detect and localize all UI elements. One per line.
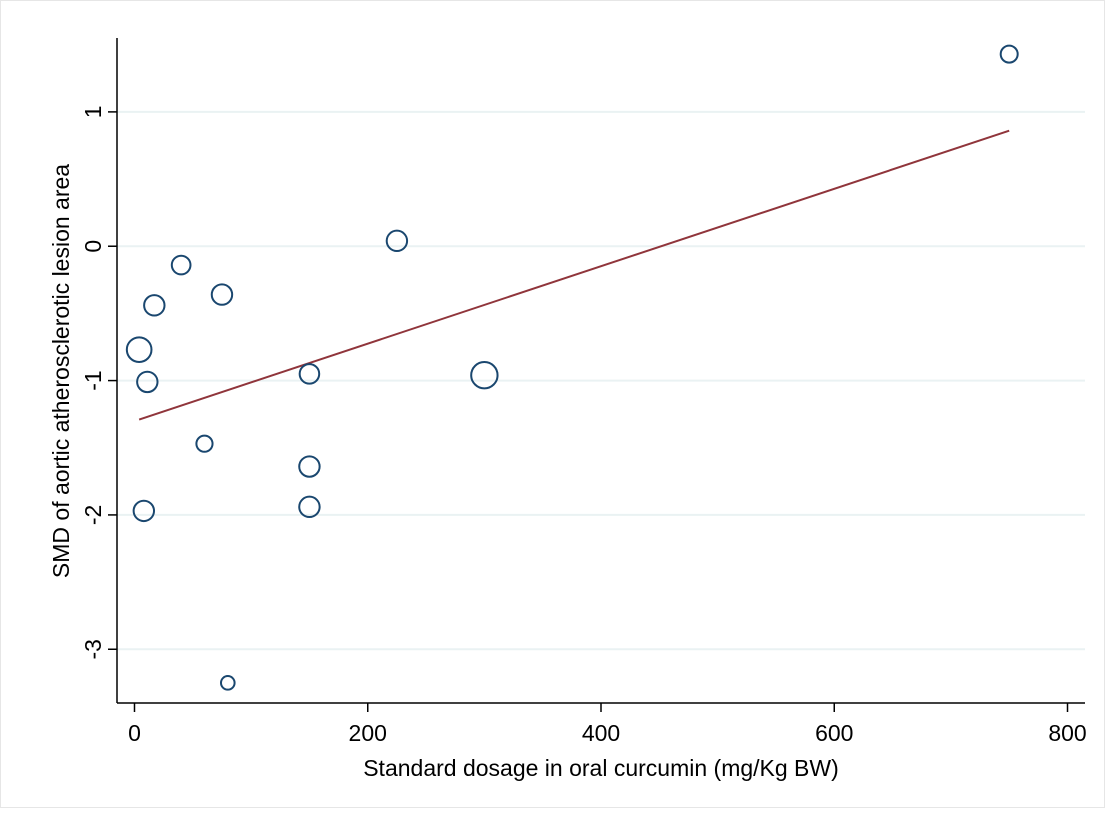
y-axis-label: SMD of aortic atherosclerotic lesion are…	[48, 164, 74, 578]
data-point-5	[143, 294, 166, 317]
data-point-7	[136, 370, 159, 394]
fit-line	[138, 129, 1010, 421]
y-tick-label-1: 1	[80, 105, 106, 118]
data-point-4	[210, 283, 234, 306]
fit-line-layer	[138, 129, 1010, 421]
data-point-6	[125, 336, 153, 364]
data-point-3	[170, 254, 192, 276]
data-point-9	[470, 361, 499, 390]
x-tick-label-600: 600	[815, 720, 853, 746]
x-axis-label: Standard dosage in oral curcumin (mg/Kg …	[363, 755, 839, 781]
data-point-8	[298, 363, 321, 385]
y-tick-label-0: 0	[80, 240, 106, 253]
axes-layer: -3 -2 -1 0 1 0 200 400 600 800	[80, 38, 1087, 746]
y-tick-label--1: -1	[80, 370, 106, 390]
points-layer	[125, 44, 1019, 691]
y-tick-label--3: -3	[80, 639, 106, 659]
x-tick-label-800: 800	[1048, 720, 1086, 746]
data-point-11	[298, 455, 321, 478]
data-point-12	[132, 499, 156, 523]
data-point-2	[385, 229, 409, 253]
data-point-1	[999, 44, 1019, 64]
x-tick-label-200: 200	[349, 720, 387, 746]
grid-layer	[117, 110, 1085, 651]
data-point-14	[219, 675, 236, 691]
y-tick-label--2: -2	[80, 505, 106, 525]
x-tick-label-0: 0	[128, 720, 141, 746]
data-point-10	[195, 434, 214, 453]
data-point-13	[298, 495, 321, 519]
x-tick-label-400: 400	[582, 720, 620, 746]
